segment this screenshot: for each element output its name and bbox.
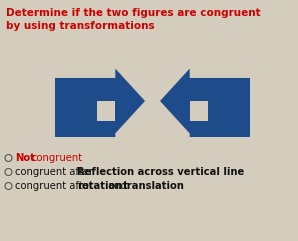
Polygon shape (97, 101, 115, 121)
Polygon shape (190, 101, 208, 121)
Text: by using transformations: by using transformations (6, 21, 155, 31)
Polygon shape (55, 69, 145, 137)
Text: congruent after: congruent after (15, 181, 96, 191)
Text: translation: translation (123, 181, 185, 191)
Text: congruent after: congruent after (15, 167, 96, 177)
Text: congruent: congruent (31, 153, 82, 163)
Text: Reflection across vertical line: Reflection across vertical line (77, 167, 244, 177)
Text: Not: Not (15, 153, 35, 163)
Text: Determine if the two figures are congruent: Determine if the two figures are congrue… (6, 8, 261, 18)
Text: and: and (105, 181, 130, 191)
Text: rotation: rotation (77, 181, 122, 191)
Polygon shape (160, 69, 250, 137)
